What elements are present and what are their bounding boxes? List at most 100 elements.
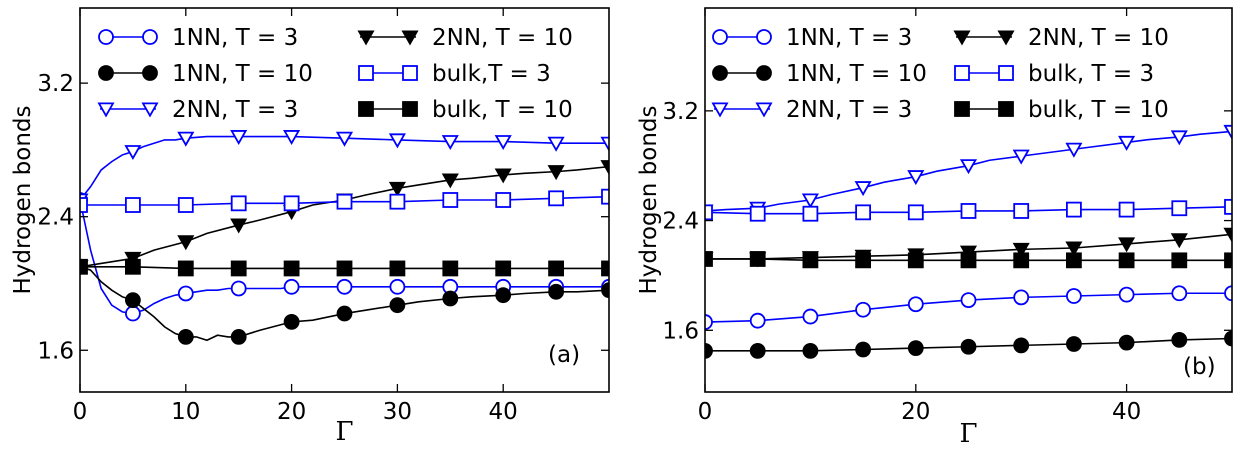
panel-b-plot-area <box>698 126 1239 358</box>
panel-b-legend-marker <box>955 102 969 116</box>
panel-a-series-1-point <box>338 307 352 321</box>
panel-a-series-0-point <box>390 280 404 294</box>
panel-a-series-5-point <box>390 261 404 275</box>
panel-a-y-axis-title: Hydrogen bonds <box>10 106 36 295</box>
panel-a-legend-entry: bulk, T = 10 <box>432 97 573 123</box>
panel-b-series-0-point <box>1014 290 1028 304</box>
panel-b-series-1-point <box>856 342 870 356</box>
panel-b-y-tick-label: 1.6 <box>662 318 699 344</box>
panel-b-series-4-point <box>803 207 817 221</box>
panel-a-legend-marker <box>359 102 373 116</box>
panel-a-legend-marker <box>143 66 157 80</box>
panel-a-series-1-point <box>232 330 246 344</box>
panel-b-series-4-point <box>1014 204 1028 218</box>
panel-b-series-1-point <box>1120 336 1134 350</box>
panel-a-series-5-point <box>179 261 193 275</box>
panel-a-series-5-point <box>443 261 457 275</box>
panel-b-series-1-point <box>803 344 817 358</box>
panel-b-series-5-point <box>1172 253 1186 267</box>
panel-b-legend-marker <box>757 66 771 80</box>
panel-b-legend-entry: 1NN, T = 3 <box>786 25 912 51</box>
panel-b-series-5-point <box>1120 253 1134 267</box>
panel-b-series-0-point <box>909 297 923 311</box>
panel-b-series-0-point <box>1120 288 1134 302</box>
panel-a-series-4-point <box>338 195 352 209</box>
panel-a-legend-entry: 1NN, T = 10 <box>172 61 313 87</box>
panel-b-legend-entry: 2NN, T = 3 <box>786 97 912 123</box>
panel-a-x-tick-label: 0 <box>73 399 88 425</box>
panel-a-legend: 1NN, T = 3 1NN, T = 10 2NN, T = 3 2NN, T = … <box>99 25 573 123</box>
panel-a-series-1-point <box>285 315 299 329</box>
panel-a-series-1-point <box>179 330 193 344</box>
panel-b-series-1-point <box>1014 338 1028 352</box>
panel-a-series-line-0 <box>80 200 609 314</box>
panel-a-legend-marker <box>143 30 157 44</box>
panel-a-legend-marker <box>359 66 373 80</box>
panel-b-legend-marker <box>757 30 771 44</box>
panel-a-series-1-point <box>443 292 457 306</box>
panel-b-series-4-point <box>1172 201 1186 215</box>
panel-b-x-tick-label: 40 <box>1112 399 1141 425</box>
panel-b-x-axis-title: Γ <box>959 419 977 448</box>
panel-a-series-4-point <box>390 195 404 209</box>
panel-b-y-axis-title: Hydrogen bonds <box>636 106 662 295</box>
panel-a-x-tick-label: 30 <box>383 399 412 425</box>
panel-a-x-axis-title: Γ <box>335 417 353 447</box>
panel-a-series-4-point <box>443 193 457 207</box>
panel-b-series-4-point <box>751 207 765 221</box>
panel-a-series-0-point <box>126 307 140 321</box>
panel-b-series-1-point <box>962 340 976 354</box>
panel-b-series-0-point <box>1067 289 1081 303</box>
panel-a-legend-marker <box>403 102 417 116</box>
panel-b-x-tick-label: 0 <box>698 399 713 425</box>
panel-a-y-tick-label: 1.6 <box>37 338 74 364</box>
panel-b-series-0-point <box>803 310 817 324</box>
panel-b-series-4-point <box>1120 203 1134 217</box>
panel-a-series-0-point <box>232 281 246 295</box>
panel-a-series-0-point <box>285 280 299 294</box>
panel-b-series-1-point <box>1067 337 1081 351</box>
panel-b-series-5-point <box>909 253 923 267</box>
panel-a-series-4-point <box>549 191 563 205</box>
panel-b: 0 20 401.62.43.2ΓHydrogen bonds1NN, T = 31… <box>636 8 1239 448</box>
panel-a-series-0-point <box>338 280 352 294</box>
panel-a-series-4-point <box>496 193 510 207</box>
panel-a-legend-entry: 2NN, T = 10 <box>432 25 573 51</box>
panel-b-series-5-point <box>751 252 765 266</box>
panel-b-legend-marker <box>999 102 1013 116</box>
panel-b-series-5-point <box>1067 253 1081 267</box>
panel-a-series-1-point <box>496 288 510 302</box>
panel-b-series-0-point <box>1172 286 1186 300</box>
panel-b-series-5-point <box>803 253 817 267</box>
panel-b-legend-marker <box>713 30 727 44</box>
panel-b-series-4-point <box>909 205 923 219</box>
panel-b-series-5-point <box>962 253 976 267</box>
panel-a-series-1-point <box>126 293 140 307</box>
panel-a-legend-entry: 2NN, T = 3 <box>172 97 298 123</box>
panel-a-series-5-point <box>338 261 352 275</box>
panel-a-x-tick-label: 40 <box>489 399 518 425</box>
panel-b-series-0-point <box>856 303 870 317</box>
panel-b-legend-entry: 1NN, T = 10 <box>786 61 927 87</box>
panel-a-series-4-point <box>126 198 140 212</box>
panel-b-series-4-point <box>856 205 870 219</box>
panel-a-legend-marker <box>403 66 417 80</box>
panel-a-series-line-3 <box>80 167 609 267</box>
panel-a-series-1-point <box>390 298 404 312</box>
panel-b-x-tick-label: 20 <box>901 399 930 425</box>
panel-a-series-1-point <box>549 285 563 299</box>
panel-b-legend: 1NN, T = 31NN, T = 102NN, T = 32NN, T = … <box>713 25 1169 123</box>
panel-a-x-tick-label: 20 <box>277 399 306 425</box>
panel-a-series-5-point <box>496 261 510 275</box>
panel-b-legend-marker <box>713 66 727 80</box>
panel-b-series-5-point <box>856 253 870 267</box>
panel-a-series-5-point <box>285 261 299 275</box>
panel-b-legend-entry: bulk, T = 10 <box>1028 97 1169 123</box>
panel-b-series-0-point <box>751 314 765 328</box>
panel-a-series-4-point <box>232 196 246 210</box>
panel-b-legend-entry: bulk, T = 3 <box>1028 61 1154 87</box>
panel-a-series-5-point <box>232 261 246 275</box>
panel-b-series-1-point <box>751 344 765 358</box>
